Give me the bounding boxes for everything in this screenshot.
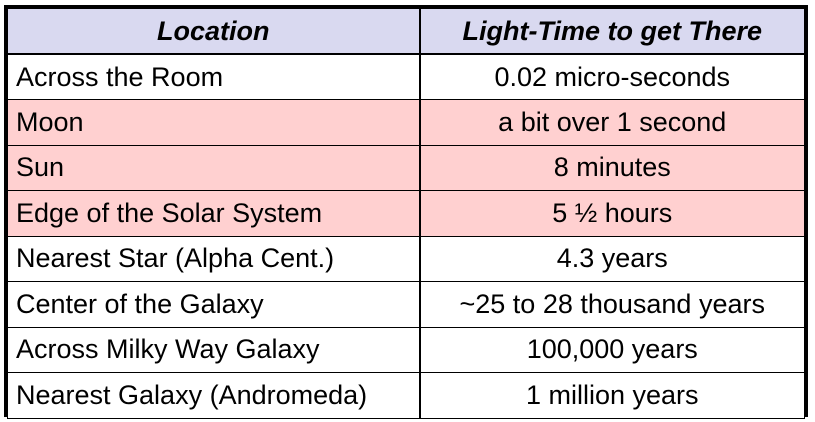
location-cell: Across Milky Way Galaxy bbox=[7, 326, 421, 373]
table-row: Across the Room 0.02 micro-seconds bbox=[7, 53, 805, 100]
light-time-cell: 0.02 micro-seconds bbox=[419, 53, 805, 100]
location-cell: Sun bbox=[7, 144, 421, 191]
table-row: Center of the Galaxy ~25 to 28 thousand … bbox=[7, 281, 805, 328]
table-row: Sun 8 minutes bbox=[7, 144, 805, 191]
column-header-light-time: Light-Time to get There bbox=[419, 8, 805, 55]
table-row: Nearest Star (Alpha Cent.) 4.3 years bbox=[7, 235, 805, 282]
light-time-cell: a bit over 1 second bbox=[419, 99, 805, 146]
location-cell: Moon bbox=[7, 99, 421, 146]
table-row: Moon a bit over 1 second bbox=[7, 99, 805, 146]
light-time-table: Location Light-Time to get There Across … bbox=[7, 8, 805, 419]
column-header-location: Location bbox=[7, 8, 421, 55]
light-time-cell: ~25 to 28 thousand years bbox=[419, 281, 805, 328]
light-time-cell: 5 ½ hours bbox=[419, 190, 805, 237]
light-time-cell: 1 million years bbox=[419, 372, 805, 419]
light-time-table-frame: Location Light-Time to get There Across … bbox=[4, 5, 808, 419]
table-body: Across the Room 0.02 micro-seconds Moon … bbox=[7, 53, 805, 419]
light-time-cell: 100,000 years bbox=[419, 326, 805, 373]
location-cell: Nearest Star (Alpha Cent.) bbox=[7, 235, 421, 282]
location-cell: Across the Room bbox=[7, 53, 421, 100]
table-header-row: Location Light-Time to get There bbox=[7, 8, 805, 55]
light-time-cell: 4.3 years bbox=[419, 235, 805, 282]
table-row: Edge of the Solar System 5 ½ hours bbox=[7, 190, 805, 237]
table-row: Nearest Galaxy (Andromeda) 1 million yea… bbox=[7, 372, 805, 419]
light-time-cell: 8 minutes bbox=[419, 144, 805, 191]
location-cell: Edge of the Solar System bbox=[7, 190, 421, 237]
table-row: Across Milky Way Galaxy 100,000 years bbox=[7, 326, 805, 373]
location-cell: Nearest Galaxy (Andromeda) bbox=[7, 372, 421, 419]
location-cell: Center of the Galaxy bbox=[7, 281, 421, 328]
